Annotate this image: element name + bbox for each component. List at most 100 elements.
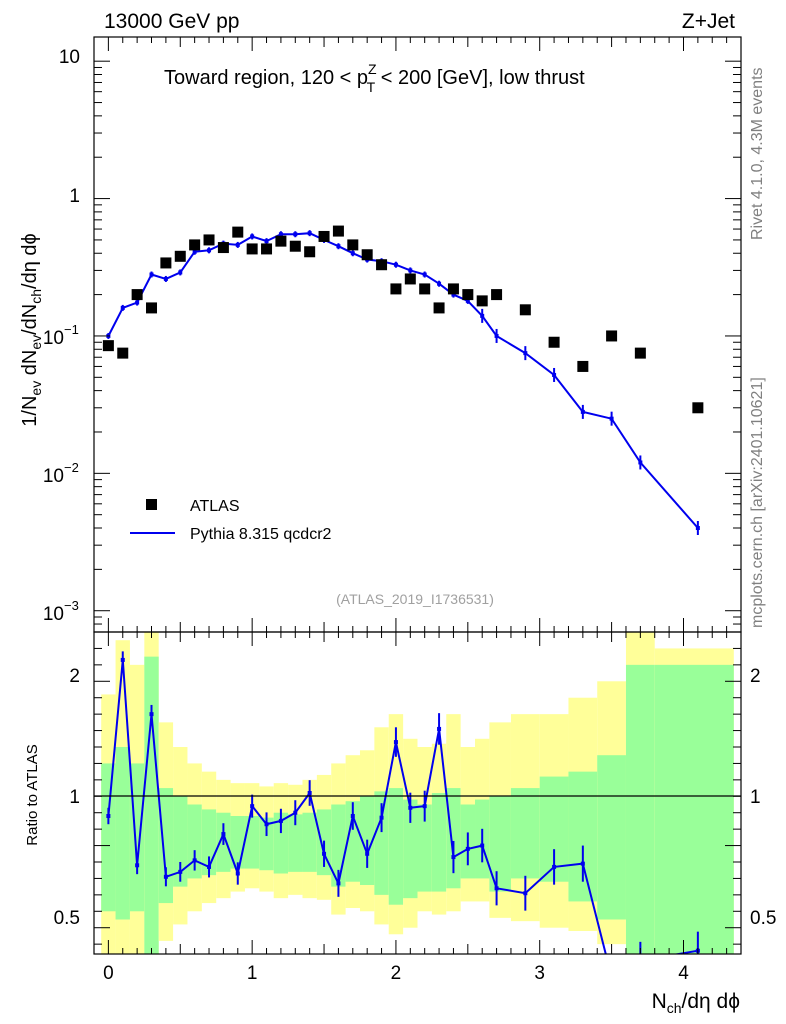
ratio-point <box>250 804 255 809</box>
pythia-point <box>192 249 197 254</box>
ratio-uncertainty-bands <box>101 632 734 954</box>
pythia-point <box>350 251 355 256</box>
inner-band-bin <box>345 801 360 882</box>
svg-text:−2: −2 <box>64 460 79 475</box>
inner-band-bin <box>388 788 404 905</box>
pythia-point <box>422 272 427 277</box>
ratio-point <box>350 814 355 818</box>
atlas-point <box>462 289 474 301</box>
atlas-point <box>491 289 503 301</box>
analysis-tag: (ATLAS_2019_I1736531) <box>336 591 494 607</box>
inner-band-bin <box>403 799 418 899</box>
legend: ATLAS Pythia 8.315 qcdcr2 <box>130 498 332 543</box>
ratio-point <box>221 832 226 837</box>
inner-band-bin <box>144 656 159 954</box>
inner-band-bin <box>446 788 461 889</box>
y-axis-label: 1/Nev dNev/dNch/dη dϕ <box>19 233 44 426</box>
legend-label-pythia: Pythia 8.315 qcdcr2 <box>190 526 332 543</box>
ratio-point <box>120 657 125 662</box>
atlas-point <box>376 259 388 271</box>
ratio-point <box>379 815 384 820</box>
atlas-point <box>692 402 704 414</box>
svg-text:1/Nev dNev/dNch/dη dϕ: 1/Nev dNev/dNch/dη dϕ <box>19 233 44 426</box>
main-plot-marks <box>102 225 704 536</box>
ratio-point <box>293 810 298 815</box>
x-axis-label: Nch/dη dϕ <box>652 990 740 1016</box>
ratio-point <box>523 891 528 896</box>
atlas-point <box>275 235 287 247</box>
ratio-point <box>365 851 370 856</box>
process-title: Z+Jet <box>682 10 735 33</box>
rivet-label: Rivet 4.1.0, 4.3M events <box>749 67 766 240</box>
inner-band-bin <box>302 812 317 872</box>
atlas-point <box>332 225 344 237</box>
inner-band-bin <box>273 812 289 874</box>
atlas-point <box>146 302 158 314</box>
inner-band-bin <box>489 796 511 892</box>
ratio-point <box>393 740 398 745</box>
inner-band-bin <box>374 791 389 895</box>
ratio-tick-label-0.5: 0.5 <box>54 908 80 929</box>
axis-ticks <box>93 37 742 954</box>
ratio-point <box>106 814 111 818</box>
x-tick-label: 3 <box>534 963 545 984</box>
atlas-point <box>102 340 114 352</box>
pythia-point <box>695 526 700 531</box>
pythia-point <box>293 232 298 237</box>
atlas-point <box>390 283 402 295</box>
ratio-point <box>207 864 212 869</box>
atlas-point <box>447 283 459 295</box>
ratio-point <box>178 869 183 874</box>
inner-band-bin <box>288 814 303 872</box>
inner-band-bin <box>187 804 202 879</box>
atlas-point <box>361 249 373 261</box>
inner-band-bin <box>625 664 655 954</box>
atlas-point <box>189 239 201 251</box>
ratio-point <box>264 822 269 827</box>
svg-text:−3: −3 <box>64 598 79 613</box>
x-tick-label: 2 <box>391 963 402 984</box>
atlas-point <box>217 242 229 254</box>
x-tick-label: 1 <box>247 963 258 984</box>
ratio-point <box>322 851 327 856</box>
ratio-point <box>422 804 427 809</box>
pythia-point <box>523 351 528 356</box>
ratio-tick-label-1-right: 1 <box>750 787 761 808</box>
ratio-point <box>610 975 614 979</box>
svg-text:10: 10 <box>43 604 64 625</box>
pythia-point <box>451 292 456 297</box>
ratio-point <box>638 959 642 963</box>
pythia-point <box>408 268 413 273</box>
pythia-point <box>336 244 341 249</box>
ratio-point <box>408 805 413 810</box>
pythia-point <box>580 409 585 414</box>
atlas-point <box>404 273 416 285</box>
pythia-point <box>437 281 442 286</box>
inner-band-bin <box>101 763 116 912</box>
pythia-point <box>609 416 614 421</box>
mcplots-label: mcplots.cern.ch [arXiv:2401.10621] <box>749 377 766 628</box>
atlas-point <box>131 289 143 301</box>
pythia-point <box>135 300 140 305</box>
legend-marker-atlas <box>146 499 157 510</box>
pythia-point <box>465 298 470 303</box>
atlas-point <box>160 257 172 269</box>
pythia-point <box>638 460 643 465</box>
svg-text:−1: −1 <box>64 322 79 337</box>
atlas-point <box>433 302 445 314</box>
inner-band-bin <box>654 664 734 954</box>
ratio-point <box>278 818 283 823</box>
inner-band-bin <box>597 755 626 920</box>
atlas-point <box>577 360 589 372</box>
inner-band-bin <box>431 793 447 892</box>
legend-label-atlas: ATLAS <box>190 498 240 515</box>
atlas-point <box>261 243 273 255</box>
atlas-point <box>347 239 359 251</box>
atlas-point <box>606 330 618 342</box>
pythia-point <box>278 232 283 237</box>
svg-text:10: 10 <box>43 328 64 349</box>
ratio-tick-label-0.5-right: 0.5 <box>750 908 776 929</box>
pythia-point <box>393 262 398 267</box>
inner-band-bin <box>417 804 432 892</box>
